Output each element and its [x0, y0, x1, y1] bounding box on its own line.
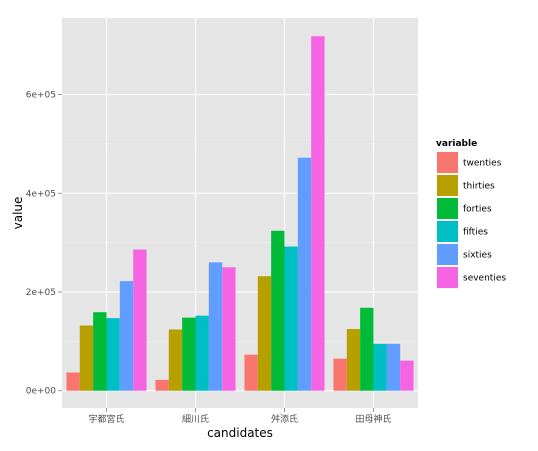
bar-thirties: [346, 329, 361, 391]
legend-key-twenties: [437, 152, 458, 173]
bars: [66, 36, 414, 391]
legend-label-twenties: twenties: [463, 159, 502, 169]
bar-seventies: [311, 36, 325, 391]
bar-twenties: [155, 379, 169, 391]
bar-fifties: [106, 318, 120, 391]
bar-seventies: [133, 249, 147, 391]
bar-thirties: [168, 329, 183, 391]
legend-key-fifties: [437, 221, 458, 242]
bar-twenties: [244, 354, 258, 391]
bar-sixties: [386, 343, 401, 391]
y-tick-label: 2e+05: [26, 288, 56, 298]
bar-thirties: [257, 276, 272, 391]
x-axis-ticks: 宇都宮氏 細川氏 舛添氏 田母神氏: [88, 408, 392, 425]
bar-thirties: [79, 325, 94, 391]
y-tick-label: 0e+00: [26, 387, 57, 397]
bar-seventies: [222, 267, 236, 391]
y-axis-title: value: [11, 197, 25, 230]
bar-seventies: [400, 360, 414, 391]
bar-sixties: [208, 262, 223, 391]
legend-key-forties: [437, 198, 458, 219]
bar-twenties: [333, 358, 347, 391]
bar-sixties: [297, 157, 312, 391]
x-tick-label: 細川氏: [182, 413, 209, 425]
legend-label-forties: forties: [463, 205, 492, 215]
legend-key-thirties: [437, 175, 458, 196]
legend-label-thirties: thirties: [463, 182, 495, 192]
y-tick-label: 4e+05: [26, 189, 56, 199]
legend: variable twenties thirties forties fifties s…: [435, 139, 506, 290]
x-tick-label: 宇都宮氏: [88, 413, 124, 425]
bar-fifties: [195, 315, 209, 391]
legend-key-sixties: [437, 244, 458, 265]
y-axis-ticks: 0e+00 2e+05 4e+05 6e+05: [26, 91, 62, 397]
y-tick-label: 6e+05: [26, 91, 56, 101]
legend-key-seventies: [437, 267, 458, 288]
bar-sixties: [119, 281, 134, 391]
legend-label-seventies: seventies: [463, 274, 506, 284]
bar-forties: [93, 312, 107, 391]
legend-title: variable: [436, 139, 477, 149]
bar-forties: [360, 307, 374, 391]
legend-label-fifties: fifties: [463, 228, 488, 238]
bar-forties: [182, 317, 196, 391]
bar-twenties: [66, 372, 80, 391]
x-tick-label: 舛添氏: [271, 413, 298, 425]
bar-fifties: [284, 246, 298, 391]
legend-label-sixties: sixties: [463, 251, 492, 261]
x-tick-label: 田母神氏: [355, 413, 391, 425]
bar-forties: [271, 230, 285, 391]
x-axis-title: candidates: [207, 426, 273, 440]
bar-fifties: [373, 343, 387, 391]
